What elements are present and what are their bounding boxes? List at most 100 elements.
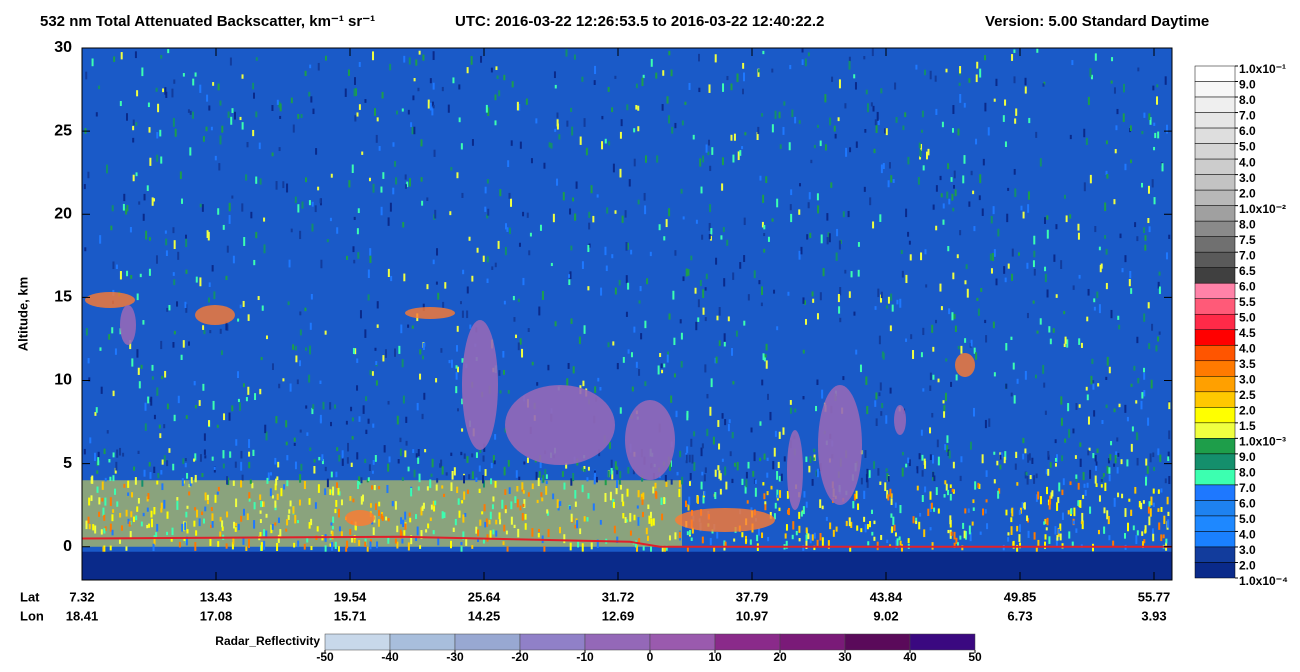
speckle (519, 505, 522, 511)
speckle (950, 381, 953, 387)
speckle (516, 101, 519, 111)
speckle (98, 85, 101, 90)
speckle (351, 417, 354, 422)
speckle (776, 198, 779, 208)
speckle (681, 476, 684, 485)
speckle (475, 526, 478, 534)
speckle (635, 361, 638, 368)
speckle (1069, 214, 1072, 219)
speckle (489, 511, 492, 520)
speckle (915, 64, 918, 70)
speckle (193, 520, 196, 527)
speckle (112, 452, 115, 458)
speckle (176, 501, 179, 510)
speckle (358, 104, 361, 110)
speckle (1143, 539, 1146, 544)
speckle (730, 83, 733, 91)
speckle (1157, 281, 1160, 289)
speckle (1044, 217, 1047, 224)
x-tick-label: 10.97 (736, 608, 769, 623)
speckle (241, 122, 244, 130)
speckle (340, 531, 343, 537)
speckle (759, 175, 762, 181)
speckle (480, 55, 483, 63)
speckle (733, 538, 736, 542)
speckle (826, 237, 829, 245)
speckle (364, 329, 367, 338)
speckle (1126, 459, 1129, 467)
x-tick-label: 12.69 (602, 608, 635, 623)
speckle (299, 429, 302, 433)
speckle (112, 390, 115, 397)
speckle (247, 386, 250, 395)
speckle (908, 240, 911, 245)
speckle (153, 414, 156, 420)
speckle (963, 155, 966, 164)
speckle (1026, 475, 1029, 485)
speckle (574, 501, 577, 507)
speckle (119, 271, 122, 280)
speckle (886, 473, 889, 480)
speckle (704, 317, 707, 322)
speckle (1103, 507, 1106, 514)
speckle (461, 398, 464, 405)
speckle (1054, 457, 1057, 462)
speckle (704, 287, 707, 291)
speckle (996, 460, 999, 466)
speckle (969, 441, 972, 450)
speckle (874, 306, 877, 310)
speckle (234, 522, 237, 527)
speckle (100, 386, 103, 394)
speckle (335, 471, 338, 478)
speckle (1025, 471, 1028, 476)
speckle (172, 463, 175, 471)
speckle (419, 373, 422, 380)
speckle (190, 477, 193, 484)
speckle (186, 472, 189, 479)
speckle (880, 164, 883, 174)
speckle (971, 521, 974, 526)
speckle (708, 139, 711, 146)
speckle (1108, 467, 1111, 474)
speckle (1124, 163, 1127, 171)
plot-area (81, 48, 1172, 580)
speckle (854, 82, 857, 90)
speckle (398, 345, 401, 354)
speckle (984, 55, 987, 61)
x-tick-label: 9.02 (873, 608, 898, 623)
speckle (694, 287, 697, 294)
speckle (108, 334, 111, 340)
speckle (1160, 488, 1163, 493)
speckle (374, 455, 377, 462)
y-tick-label: 30 (54, 39, 72, 56)
speckle (1007, 537, 1010, 542)
speckle (798, 538, 801, 542)
speckle (907, 538, 910, 544)
colorbar-segment (1194, 407, 1236, 424)
speckle (702, 155, 705, 163)
speckle (842, 211, 845, 218)
speckle (286, 455, 289, 461)
speckle (1116, 108, 1119, 115)
speckle (855, 490, 858, 499)
speckle (103, 448, 106, 455)
speckle (276, 99, 279, 105)
speckle (1152, 502, 1155, 507)
speckle (354, 115, 357, 122)
speckle (90, 495, 93, 501)
speckle (558, 134, 561, 140)
speckle (1150, 379, 1153, 389)
speckle (1089, 469, 1092, 479)
speckle (499, 519, 502, 525)
speckle (527, 328, 530, 332)
speckle (778, 111, 781, 119)
colorbar-label: 5.0 (1239, 512, 1256, 526)
speckle (588, 243, 591, 248)
speckle (1004, 141, 1007, 147)
speckle (631, 386, 634, 392)
speckle (990, 268, 993, 274)
speckle (947, 163, 950, 170)
speckle (206, 94, 209, 102)
speckle (381, 511, 384, 516)
speckle (935, 487, 938, 496)
